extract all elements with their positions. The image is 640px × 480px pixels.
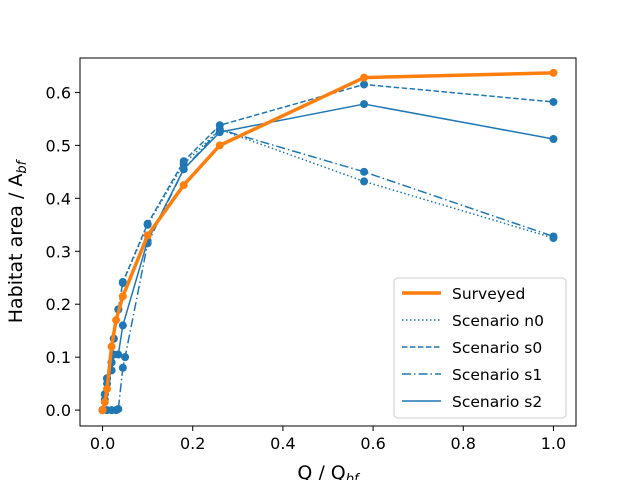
y-axis: 0.0 0.1 0.2 0.3 0.4 0.5 0.6 (46, 83, 80, 420)
data-point-surveyed (143, 231, 152, 240)
y-tick-label: 0.1 (46, 348, 71, 367)
axes-frame (79, 57, 577, 427)
legend-label: Scenario s2 (452, 393, 542, 411)
legend-item-surveyed: Surveyed (402, 285, 525, 303)
y-tick-label: 0.5 (46, 136, 71, 155)
data-point-scenario-s0 (118, 277, 127, 286)
data-point-scenario-s2 (360, 100, 369, 109)
data-point-scenario-s0 (143, 219, 152, 228)
y-axis-label: Habitat area / Abf (5, 158, 30, 323)
data-point-surveyed (112, 316, 121, 325)
x-tick-label: 0.2 (180, 434, 205, 453)
y-tick-label: 0.4 (46, 189, 71, 208)
data-point-surveyed (100, 398, 109, 407)
data-point-surveyed (549, 68, 558, 77)
data-point-scenario-s0 (179, 157, 188, 166)
data-point-scenario-s2 (118, 321, 127, 330)
y-tick-label: 0.3 (46, 242, 71, 261)
legend-items: Surveyed Scenario n0 Scenario s0 Scenario s… (402, 285, 544, 411)
legend-label: Scenario n0 (452, 312, 544, 330)
y-tick-label: 0.2 (46, 295, 71, 314)
data-point-surveyed (107, 342, 116, 351)
legend-label: Surveyed (452, 285, 525, 303)
data-point-scenario-s1 (118, 363, 127, 372)
series-surveyed (98, 68, 558, 415)
y-tick-label: 0.0 (46, 401, 71, 420)
legend-box (393, 277, 567, 419)
data-point-scenario-s2 (215, 128, 224, 137)
x-tick-label: 0.0 (90, 434, 115, 453)
data-point-surveyed (118, 292, 127, 301)
data-point-scenario-s1 (549, 232, 558, 241)
x-axis: 0.0 0.2 0.4 0.6 0.8 1.0 (90, 426, 566, 453)
data-point-surveyed (215, 141, 224, 150)
x-tick-label: 0.4 (270, 434, 295, 453)
legend: Surveyed Scenario n0 Scenario s0 Scenario s… (393, 277, 567, 419)
legend-item-scenario-s1: Scenario s1 (402, 366, 542, 384)
legend-label: Scenario s0 (452, 339, 542, 357)
data-point-scenario-s2 (179, 165, 188, 174)
data-point-surveyed (98, 406, 107, 415)
legend-item-scenario-s2: Scenario s2 (402, 393, 542, 411)
legend-item-scenario-s0: Scenario s0 (402, 339, 542, 357)
data-point-scenario-s1 (360, 167, 369, 176)
data-point-scenario-s0 (549, 97, 558, 106)
data-point-scenario-s0 (360, 80, 369, 89)
data-point-scenario-n0 (360, 177, 369, 186)
data-point-scenario-s2 (549, 135, 558, 144)
x-axis-label: Q / Qbf (297, 462, 361, 480)
x-tick-label: 0.8 (451, 434, 476, 453)
x-tick-label: 0.6 (360, 434, 385, 453)
legend-item-scenario-n0: Scenario n0 (402, 312, 544, 330)
plot-area (98, 68, 558, 415)
data-point-surveyed (179, 181, 188, 190)
data-point-scenario-s1 (114, 405, 123, 414)
y-tick-label: 0.6 (46, 83, 71, 102)
data-point-surveyed (360, 73, 369, 82)
x-tick-label: 1.0 (541, 434, 566, 453)
y-axis-label-subscript: bf (15, 158, 30, 173)
data-point-surveyed (103, 384, 112, 393)
data-point-scenario-s1 (121, 353, 130, 362)
legend-label: Scenario s1 (452, 366, 542, 384)
x-axis-label-subscript: bf (346, 472, 361, 480)
data-point-scenario-s2 (114, 350, 123, 359)
